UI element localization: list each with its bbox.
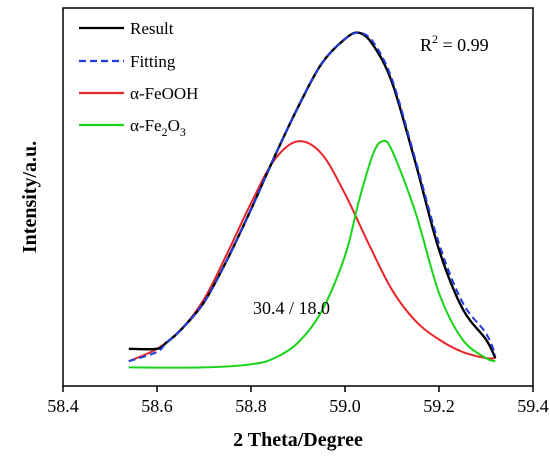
x-tick-label: 58.4 bbox=[47, 396, 79, 416]
x-axis-title: 2 Theta/Degree bbox=[233, 429, 363, 451]
legend-fe2o3-mid: O bbox=[168, 116, 180, 135]
legend: Result Fitting α-FeOOH α-Fe2O3 bbox=[79, 19, 198, 139]
series-layer bbox=[128, 31, 497, 369]
x-tick-label: 59.0 bbox=[329, 396, 361, 416]
series-line-fe2o3 bbox=[128, 139, 496, 369]
series-line-fitting bbox=[128, 31, 497, 363]
r-squared-sup: 2 bbox=[432, 32, 438, 46]
r-squared-value: = 0.99 bbox=[438, 35, 489, 55]
legend-label-fe2o3: α-Fe2O3 bbox=[130, 116, 186, 139]
r-squared-annotation: R2 = 0.99 bbox=[420, 32, 489, 55]
r-squared-base: R bbox=[420, 35, 432, 55]
legend-fe2o3-sub1: 2 bbox=[162, 125, 168, 139]
plot-frame bbox=[62, 7, 534, 387]
x-tick-label: 59.4 bbox=[517, 396, 549, 416]
ratio-annotation: 30.4 / 18.0 bbox=[253, 298, 330, 318]
legend-fe2o3-base: α-Fe bbox=[130, 116, 162, 135]
x-axis: 58.4 58.6 58.8 59.0 59.2 59.4 bbox=[47, 386, 549, 416]
legend-label-feooh: α-FeOOH bbox=[130, 84, 198, 103]
legend-label-result: Result bbox=[130, 19, 174, 38]
x-tick-label: 59.2 bbox=[423, 396, 455, 416]
legend-label-fitting: Fitting bbox=[130, 52, 176, 71]
legend-fe2o3-sub2: 3 bbox=[180, 125, 186, 139]
x-tick-label: 58.8 bbox=[235, 396, 267, 416]
x-tick-label: 58.6 bbox=[141, 396, 173, 416]
y-axis-title: Intensity/a.u. bbox=[19, 141, 41, 253]
